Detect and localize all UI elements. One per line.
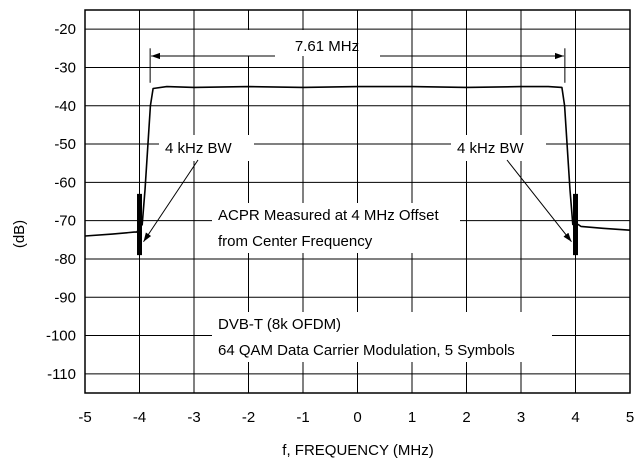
x-tick-label: -2 [242, 409, 255, 426]
x-tick-label: 0 [353, 409, 361, 426]
y-tick-label: -50 [54, 136, 76, 153]
x-axis-label: f, FREQUENCY (MHz) [282, 442, 433, 459]
grid [84, 9, 631, 394]
signal-annotation-line1: DVB-T (8k OFDM) [218, 316, 341, 333]
tick-labels: -5 -4 -3 -2 -1 0 1 2 3 4 5 -20 -30 -40 -50 -60 -70 -80 -90… [46, 21, 634, 426]
y-axis-label: (dB) [11, 220, 28, 248]
y-tick-label: -100 [46, 328, 76, 345]
x-tick-label: 5 [626, 409, 634, 426]
label-backdrop [212, 312, 552, 362]
label-backdrop [212, 30, 330, 56]
plot-frame [84, 9, 631, 394]
y-tick-label: -80 [54, 251, 76, 268]
rbw-right-label: 4 kHz BW [457, 140, 525, 157]
label-backdrop [451, 135, 546, 161]
x-tick-label: -4 [133, 409, 146, 426]
y-tick-label: -70 [54, 213, 76, 230]
y-tick-label: -40 [54, 98, 76, 115]
bandwidth-annotation: 7.61 MHz [295, 38, 359, 55]
y-tick-label: -20 [54, 21, 76, 38]
acpr-annotation-line1: ACPR Measured at 4 MHz Offset [218, 207, 439, 224]
y-tick-label: -90 [54, 289, 76, 306]
acpr-annotation-line2: from Center Frequency [218, 233, 373, 250]
signal-annotation-line2: 64 QAM Data Carrier Modulation, 5 Symbol… [218, 342, 515, 359]
x-tick-label: -5 [78, 409, 91, 426]
label-backdrop [212, 203, 460, 253]
x-tick-label: 2 [462, 409, 470, 426]
rbw-left-label: 4 kHz BW [165, 140, 233, 157]
x-tick-label: 1 [408, 409, 416, 426]
y-tick-label: -30 [54, 59, 76, 76]
x-tick-label: -1 [296, 409, 309, 426]
label-backdrop [159, 135, 254, 161]
spectrum-trace [84, 85, 631, 237]
x-tick-label: 4 [571, 409, 579, 426]
x-tick-label: 3 [517, 409, 525, 426]
y-tick-label: -60 [54, 174, 76, 191]
y-tick-label: -110 [47, 366, 76, 383]
rbw-left-arrow [143, 159, 199, 242]
rbw-right-arrow [506, 159, 572, 243]
plot-marks [84, 48, 631, 256]
x-tick-label: -3 [187, 409, 200, 426]
